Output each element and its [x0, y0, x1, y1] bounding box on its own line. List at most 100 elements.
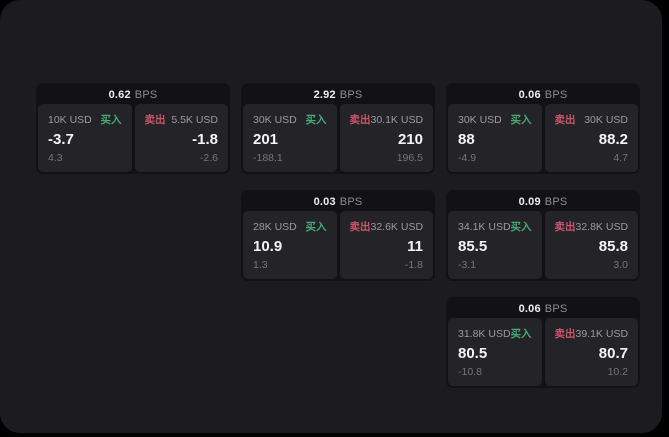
- buy-tile[interactable]: 28K USD 买入 10.9 1.3: [243, 211, 337, 279]
- sell-notional: 30K USD: [584, 113, 628, 126]
- buy-tile-header: 31.8K USD 买入: [458, 326, 532, 341]
- buy-tile[interactable]: 30K USD 买入 201 -188.1: [243, 104, 337, 172]
- buy-notional: 31.8K USD: [458, 327, 511, 340]
- buy-notional: 34.1K USD: [458, 220, 511, 233]
- quote-card: 0.03 BPS 28K USD 买入 10.9 1.3 卖出: [241, 190, 435, 281]
- sell-tile-header: 卖出 5.5K USD: [145, 112, 219, 127]
- sell-delta: -2.6: [199, 152, 218, 164]
- buy-tile-header: 28K USD 买入: [253, 219, 327, 234]
- bps-unit-label: BPS: [544, 195, 568, 208]
- buy-tile[interactable]: 30K USD 买入 88 -4.9: [448, 104, 542, 172]
- sell-tile[interactable]: 卖出 30K USD 88.2 4.7: [544, 104, 638, 172]
- sell-notional: 39.1K USD: [575, 327, 629, 340]
- sell-tile[interactable]: 卖出 39.1K USD 80.7 10.2: [544, 318, 638, 386]
- sell-tile-header: 卖出 30.1K USD: [350, 112, 424, 127]
- card-body: 31.8K USD 买入 80.5 -10.8 卖出 39.1K USD 80.…: [448, 318, 638, 386]
- sell-price: -1.8: [192, 131, 218, 148]
- sell-price: 210: [397, 131, 423, 148]
- bps-unit-label: BPS: [339, 195, 363, 208]
- quote-card: 2.92 BPS 30K USD 买入 201 -188.1 卖出: [241, 83, 435, 174]
- buy-price: 85.5: [458, 238, 488, 255]
- buy-side-label: 买入: [305, 114, 327, 126]
- quote-card: 0.09 BPS 34.1K USD 买入 85.5 -3.1 卖出: [446, 190, 640, 281]
- buy-notional: 30K USD: [253, 113, 297, 126]
- card-body: 34.1K USD 买入 85.5 -3.1 卖出 32.8K USD 85.8…: [448, 211, 638, 279]
- sell-delta: 4.7: [613, 152, 628, 164]
- sell-side-label: 卖出: [554, 221, 576, 233]
- quote-card: 0.06 BPS 31.8K USD 买入 80.5 -10.8 卖: [446, 297, 640, 388]
- quote-column-3: 0.06 BPS 30K USD 买入 88 -4.9 卖出: [446, 83, 640, 388]
- buy-price: 201: [253, 131, 279, 148]
- sell-tile[interactable]: 卖出 32.8K USD 85.8 3.0: [544, 211, 638, 279]
- buy-price: 88: [458, 131, 475, 148]
- buy-side-label: 买入: [510, 114, 532, 126]
- sell-notional: 32.8K USD: [575, 220, 629, 233]
- bps-unit-label: BPS: [544, 302, 568, 315]
- sell-side-label: 卖出: [144, 114, 166, 126]
- bps-value: 2.92: [313, 88, 336, 101]
- card-body: 30K USD 买入 88 -4.9 卖出 30K USD 88.2 4.7: [448, 104, 638, 172]
- quote-grid: 0.62 BPS 10K USD 买入 -3.7 4.3 卖出: [36, 83, 640, 388]
- sell-delta: 196.5: [396, 152, 423, 164]
- sell-delta: 3.0: [613, 259, 628, 271]
- buy-tile[interactable]: 34.1K USD 买入 85.5 -3.1: [448, 211, 542, 279]
- quote-column-2: 2.92 BPS 30K USD 买入 201 -188.1 卖出: [241, 83, 435, 281]
- bps-unit-label: BPS: [134, 88, 158, 101]
- quote-card: 0.62 BPS 10K USD 买入 -3.7 4.3 卖出: [36, 83, 230, 174]
- card-header: 0.09 BPS: [448, 192, 638, 211]
- sell-delta: -1.8: [404, 259, 423, 271]
- buy-notional: 28K USD: [253, 220, 297, 233]
- sell-tile-header: 卖出 39.1K USD: [555, 326, 629, 341]
- buy-price: 10.9: [253, 238, 283, 255]
- card-header: 2.92 BPS: [243, 85, 433, 104]
- buy-side-label: 买入: [510, 221, 532, 233]
- buy-side-label: 买入: [100, 114, 122, 126]
- buy-delta: -4.9: [458, 152, 477, 164]
- sell-tile[interactable]: 卖出 32.6K USD 11 -1.8: [339, 211, 433, 279]
- card-header: 0.03 BPS: [243, 192, 433, 211]
- buy-side-label: 买入: [510, 328, 532, 340]
- bps-value: 0.06: [518, 88, 541, 101]
- card-header: 0.06 BPS: [448, 85, 638, 104]
- buy-tile[interactable]: 10K USD 买入 -3.7 4.3: [38, 104, 132, 172]
- sell-tile-header: 卖出 30K USD: [555, 112, 629, 127]
- bps-value: 0.06: [518, 302, 541, 315]
- sell-tile-header: 卖出 32.6K USD: [350, 219, 424, 234]
- buy-delta: -3.1: [458, 259, 477, 271]
- buy-side-label: 买入: [305, 221, 327, 233]
- card-body: 10K USD 买入 -3.7 4.3 卖出 5.5K USD -1.8 -2.…: [38, 104, 228, 172]
- sell-delta: 10.2: [607, 366, 628, 378]
- buy-notional: 30K USD: [458, 113, 502, 126]
- sell-notional: 5.5K USD: [171, 113, 218, 126]
- sell-side-label: 卖出: [554, 328, 576, 340]
- sell-price: 85.8: [598, 238, 628, 255]
- buy-tile[interactable]: 31.8K USD 买入 80.5 -10.8: [448, 318, 542, 386]
- card-header: 0.62 BPS: [38, 85, 228, 104]
- buy-delta: -10.8: [458, 366, 482, 378]
- quote-card: 0.06 BPS 30K USD 买入 88 -4.9 卖出: [446, 83, 640, 174]
- buy-delta: 1.3: [253, 259, 268, 271]
- sell-side-label: 卖出: [349, 221, 371, 233]
- bps-value: 0.09: [518, 195, 541, 208]
- sell-price: 80.7: [598, 345, 628, 362]
- sell-tile-header: 卖出 32.8K USD: [555, 219, 629, 234]
- sell-notional: 32.6K USD: [370, 220, 424, 233]
- buy-delta: 4.3: [48, 152, 63, 164]
- buy-price: -3.7: [48, 131, 74, 148]
- sell-tile[interactable]: 卖出 5.5K USD -1.8 -2.6: [134, 104, 228, 172]
- buy-tile-header: 30K USD 买入: [458, 112, 532, 127]
- card-body: 30K USD 买入 201 -188.1 卖出 30.1K USD 210 1…: [243, 104, 433, 172]
- sell-side-label: 卖出: [554, 114, 576, 126]
- buy-notional: 10K USD: [48, 113, 92, 126]
- quote-column-1: 0.62 BPS 10K USD 买入 -3.7 4.3 卖出: [36, 83, 230, 174]
- sell-tile[interactable]: 卖出 30.1K USD 210 196.5: [339, 104, 433, 172]
- buy-delta: -188.1: [253, 152, 283, 164]
- buy-tile-header: 30K USD 买入: [253, 112, 327, 127]
- sell-price: 88.2: [598, 131, 628, 148]
- bps-unit-label: BPS: [544, 88, 568, 101]
- bps-value: 0.62: [108, 88, 131, 101]
- sell-price: 11: [407, 238, 423, 255]
- card-body: 28K USD 买入 10.9 1.3 卖出 32.6K USD 11 -1.8: [243, 211, 433, 279]
- bps-unit-label: BPS: [339, 88, 363, 101]
